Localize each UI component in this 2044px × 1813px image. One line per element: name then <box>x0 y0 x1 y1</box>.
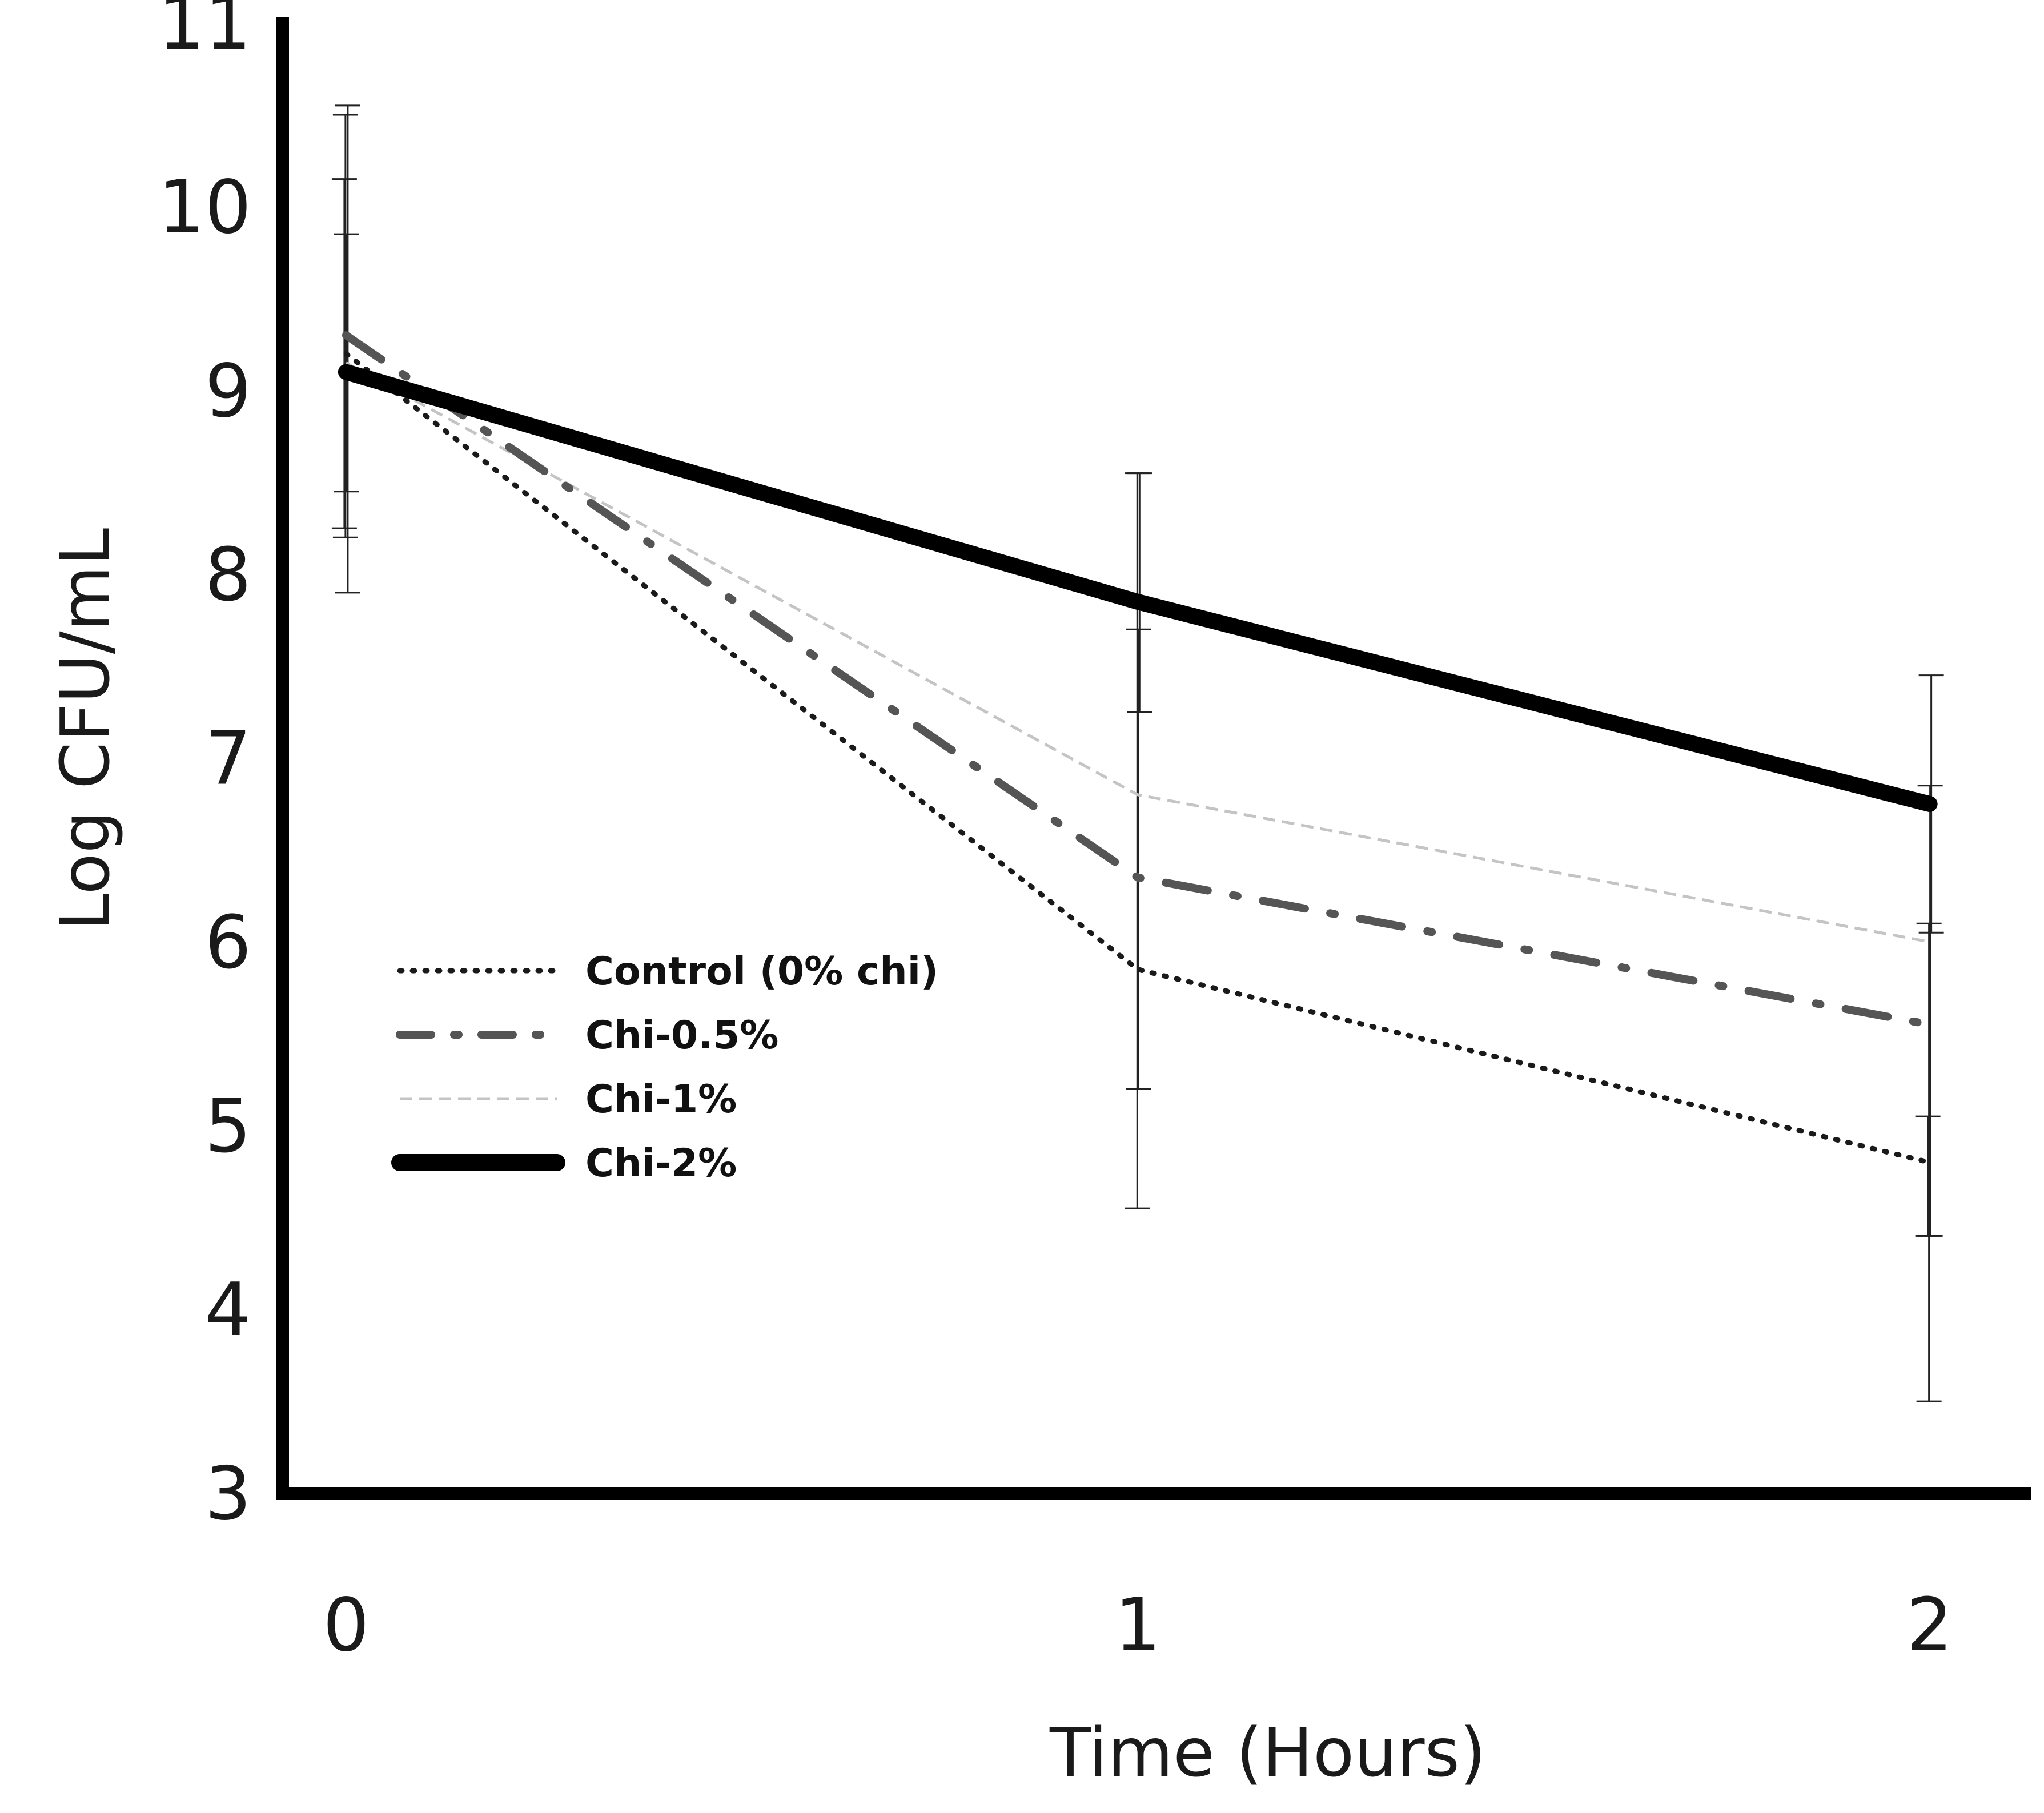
y-tick-label: 11 <box>158 0 251 66</box>
legend-label: Chi-0.5% <box>585 1013 778 1058</box>
x-tick-label: 0 <box>323 1583 369 1668</box>
legend-label: Chi-2% <box>585 1141 737 1186</box>
legend-label: Control (0% chi) <box>585 949 938 994</box>
y-tick-labels: 3 4 5 6 7 8 9 10 11 <box>158 0 251 1537</box>
series-lines <box>338 331 1938 1165</box>
legend-label: Chi-1% <box>585 1077 737 1122</box>
x-tick-labels: 0 1 2 <box>323 1583 1953 1668</box>
x-tick-label: 2 <box>1906 1583 1953 1668</box>
y-tick-label: 9 <box>205 349 251 434</box>
series-line-2 <box>345 361 1930 943</box>
y-tick-label: 10 <box>158 165 251 250</box>
y-tick-label: 4 <box>205 1268 251 1353</box>
series-line-1 <box>342 331 1934 1029</box>
y-tick-label: 8 <box>205 533 251 618</box>
y-tick-label: 7 <box>205 717 251 802</box>
series-line-3 <box>338 364 1938 812</box>
y-tick-label: 6 <box>205 900 251 985</box>
y-tick-label: 3 <box>205 1452 251 1537</box>
series-line-0 <box>343 351 1933 1165</box>
x-tick-label: 1 <box>1115 1583 1161 1668</box>
y-axis-title: Log CFU/mL <box>46 528 125 931</box>
x-axis-title: Time (Hours) <box>1049 1713 1486 1792</box>
y-tick-label: 5 <box>205 1084 251 1169</box>
legend: Control (0% chi) Chi-0.5% Chi-1% Chi-2% <box>391 949 938 1186</box>
